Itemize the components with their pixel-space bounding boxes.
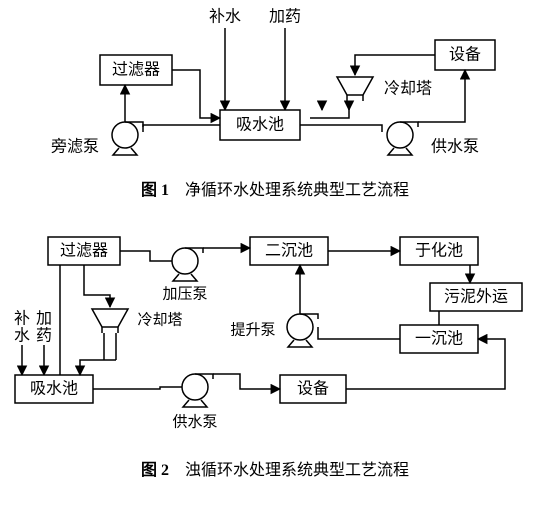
fig1-edge-glq-xsc bbox=[172, 70, 220, 118]
fig2-edge-lqt-xsc bbox=[80, 360, 116, 375]
fig2-label-tishengbeng: 提升泵 bbox=[230, 321, 275, 338]
fig2-label-guolvqi: 过滤器 bbox=[60, 242, 108, 260]
fig2-label-wuniwaiyun: 污泥外运 bbox=[444, 288, 508, 306]
fig1-label-lengqueta: 冷却塔 bbox=[384, 80, 432, 98]
fig2-pump-jiayabeng bbox=[172, 248, 203, 281]
figure-1: 补水 加药 过滤器 设备 冷却塔 吸水池 旁滤泵 供水泵 bbox=[51, 8, 495, 199]
fig2-pump-gongshuibeng bbox=[182, 374, 213, 407]
fig2-label-shebei: 设备 bbox=[297, 380, 329, 398]
fig2-label-gongshuibeng: 供水泵 bbox=[172, 413, 217, 430]
fig2-label-erchenchi: 二沉池 bbox=[265, 242, 313, 260]
fig1-label-gongshui: 供水泵 bbox=[431, 138, 479, 156]
fig2-input-bushui-1: 补 bbox=[14, 310, 30, 328]
fig1-input-bushui: 补水 bbox=[209, 8, 241, 26]
fig2-label-yichenchi: 一沉池 bbox=[415, 330, 463, 348]
fig1-label-xishuichi: 吸水池 bbox=[236, 116, 284, 134]
fig2-label-yuhuachi: 于化池 bbox=[415, 242, 463, 260]
fig2-label-jiayabeng: 加压泵 bbox=[162, 285, 207, 302]
fig1-label-shebei: 设备 bbox=[449, 46, 481, 64]
fig2-caption: 图 2 浊循环水处理系统典型工艺流程 bbox=[141, 461, 409, 479]
fig2-edge-glq-jyb bbox=[120, 251, 172, 261]
fig2-edge-ycc-tsb bbox=[318, 327, 400, 339]
fig2-input-bushui-2: 水 bbox=[14, 327, 30, 345]
fig2-funnel-lengqueta bbox=[92, 309, 128, 333]
figure-2: 过滤器 加压泵 二沉池 于化池 污泥外运 冷却塔 提升泵 一沉池 补 水 加 药… bbox=[14, 237, 522, 479]
fig1-edge-sb-lqt bbox=[355, 55, 435, 75]
fig2-label-lengqueta: 冷却塔 bbox=[137, 311, 182, 328]
fig2-edge-xsc-gsb bbox=[93, 387, 182, 389]
fig2-input-jiayao-2: 药 bbox=[36, 327, 52, 345]
fig1-pump-panglv bbox=[112, 122, 143, 155]
fig2-input-jiayao-1: 加 bbox=[36, 310, 52, 328]
fig1-edge-lqt-xsc-a bbox=[310, 101, 349, 118]
fig1-pump-gongshui bbox=[387, 122, 418, 155]
fig2-pump-tishengbeng bbox=[287, 314, 318, 347]
fig1-edge-xsc-gsb bbox=[300, 125, 382, 132]
fig2-edge-glq-lqt bbox=[84, 265, 110, 307]
fig1-caption: 图 1 净循环水处理系统典型工艺流程 bbox=[141, 181, 409, 199]
fig2-label-xishuichi: 吸水池 bbox=[30, 380, 78, 398]
fig1-label-guolvqi: 过滤器 bbox=[112, 61, 160, 79]
fig1-funnel-lengqueta bbox=[337, 77, 373, 101]
fig2-edge-gsb-sb bbox=[213, 374, 280, 389]
fig1-edge-xsc-plb bbox=[143, 125, 220, 132]
fig1-label-panglv: 旁滤泵 bbox=[51, 138, 99, 156]
fig1-input-jiayao: 加药 bbox=[269, 8, 301, 26]
